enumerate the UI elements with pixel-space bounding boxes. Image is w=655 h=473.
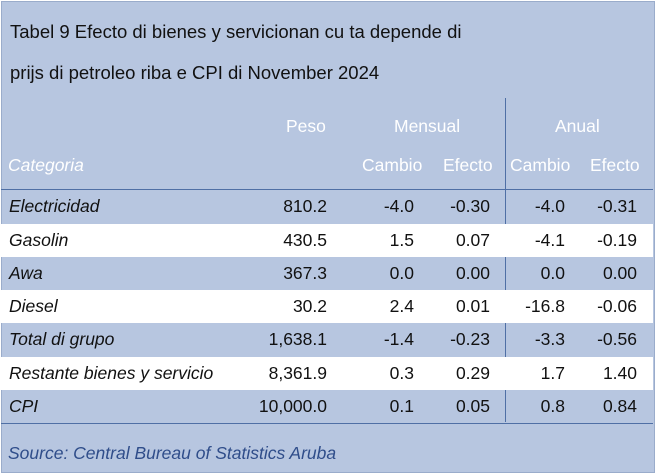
source-note: Source: Central Bureau of Statistics Aru… [8, 443, 337, 463]
cell-a-cambio: -4.0 [534, 196, 565, 216]
cell-peso: 10,000.0 [258, 396, 327, 416]
cell-peso: 367.3 [283, 263, 327, 283]
column-divider [505, 98, 506, 422]
cell-m-efecto: 0.05 [455, 396, 490, 416]
cell-m-efecto: -0.30 [450, 196, 490, 216]
row-label: Restante bienes y servicio [9, 363, 214, 383]
cell-a-efecto: -0.56 [597, 329, 637, 349]
cell-m-cambio: -4.0 [383, 196, 414, 216]
cell-a-efecto: -0.31 [597, 196, 637, 216]
row-label: Electricidad [9, 196, 100, 216]
row-label: Gasolin [9, 230, 69, 250]
cell-m-cambio: 0.1 [389, 396, 414, 416]
header-anual-cambio: Cambio [510, 155, 571, 175]
row-label: Total di grupo [9, 329, 115, 349]
cell-a-cambio: -16.8 [525, 296, 565, 316]
cell-m-efecto: 0.01 [455, 296, 490, 316]
cell-peso: 1,638.1 [268, 329, 327, 349]
table-title-line-2: prijs di petroleo riba e CPI di November… [10, 62, 380, 83]
cell-a-cambio: 1.7 [540, 363, 565, 383]
cell-peso: 430.5 [283, 230, 327, 250]
cell-a-efecto: 1.40 [602, 363, 637, 383]
cell-peso: 810.2 [283, 196, 327, 216]
table-row: Restante bienes y servicio 8,361.9 0.3 0.29… [1, 357, 653, 390]
cell-m-efecto: 0.00 [455, 263, 490, 283]
cell-m-cambio: -1.4 [383, 329, 414, 349]
cell-a-cambio: -3.3 [534, 329, 565, 349]
header-mensual: Mensual [394, 116, 461, 136]
cell-a-efecto: 0.00 [602, 263, 637, 283]
cell-m-cambio: 1.5 [389, 230, 414, 250]
cell-m-cambio: 0.3 [389, 363, 414, 383]
cell-a-efecto: -0.19 [597, 230, 637, 250]
cell-a-efecto: -0.06 [597, 296, 637, 316]
cell-a-cambio: 0.0 [540, 263, 565, 283]
row-label: CPI [9, 396, 39, 416]
table-row: Electricidad 810.2 -4.0 -0.30 -4.0 -0.31 [1, 190, 653, 223]
header-peso: Peso [286, 116, 326, 136]
cell-a-cambio: -4.1 [534, 230, 565, 250]
row-label: Diesel [9, 296, 58, 316]
cell-m-efecto: 0.29 [455, 363, 490, 383]
table-row: Total di grupo 1,638.1 -1.4 -0.23 -3.3 -0.56 [1, 323, 653, 356]
header-anual: Anual [555, 116, 600, 136]
row-label: Awa [9, 263, 43, 283]
cell-a-cambio: 0.8 [540, 396, 565, 416]
header-rule [1, 189, 653, 190]
cell-a-efecto: 0.84 [602, 396, 637, 416]
table-row: CPI 10,000.0 0.1 0.05 0.8 0.84 [1, 390, 653, 423]
cell-m-cambio: 2.4 [389, 296, 414, 316]
header-mensual-efecto: Efecto [443, 155, 493, 175]
table-row: Diesel 30.2 2.4 0.01 -16.8 -0.06 [1, 290, 653, 323]
footer-rule [1, 423, 653, 424]
table-row: Gasolin 430.5 1.5 0.07 -4.1 -0.19 [1, 224, 653, 257]
cell-m-efecto: 0.07 [455, 230, 490, 250]
cell-m-efecto: -0.23 [450, 329, 490, 349]
header-categoria: Categoria [8, 155, 84, 175]
table-title-line-1: Tabel 9 Efecto di bienes y servicionan c… [10, 21, 462, 42]
header-mensual-cambio: Cambio [362, 155, 423, 175]
cell-peso: 30.2 [292, 296, 327, 316]
cell-m-cambio: 0.0 [389, 263, 414, 283]
header-anual-efecto: Efecto [590, 155, 640, 175]
cell-peso: 8,361.9 [268, 363, 327, 383]
table-row: Awa 367.3 0.0 0.00 0.0 0.00 [1, 257, 653, 290]
